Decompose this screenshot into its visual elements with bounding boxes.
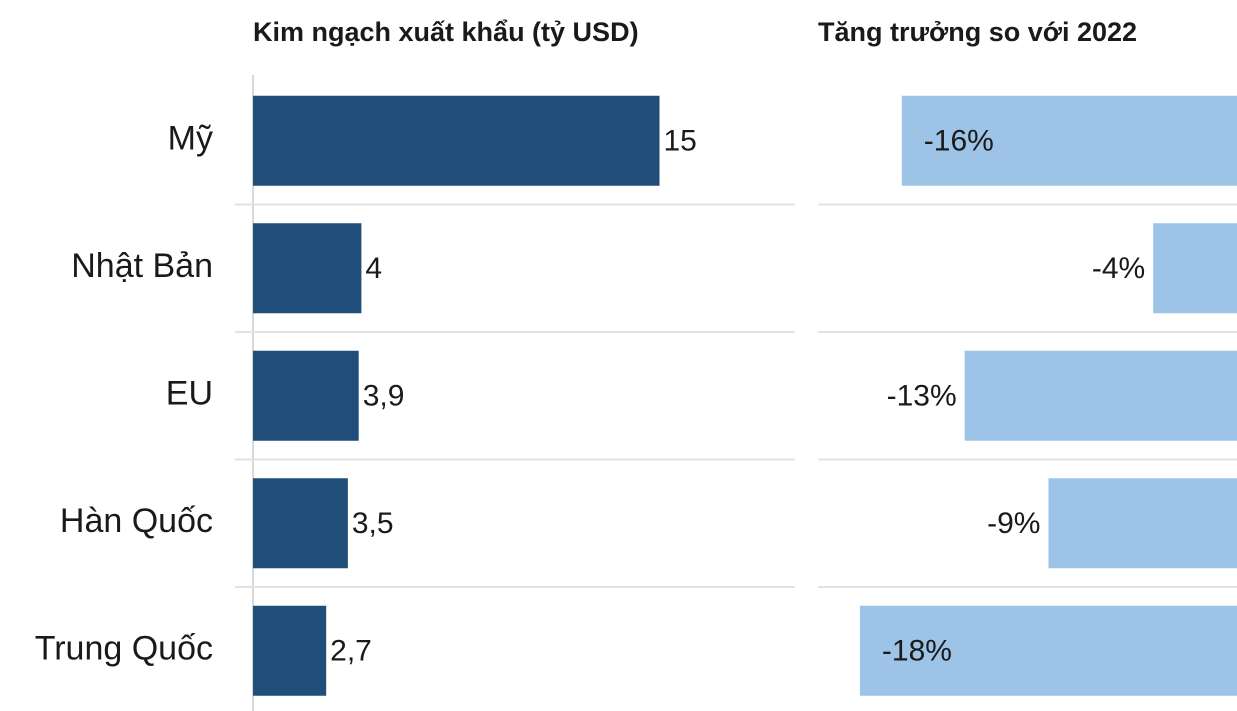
bar xyxy=(1048,478,1237,569)
value-label: 2,7 xyxy=(330,635,372,668)
category-label: EU xyxy=(166,375,213,413)
category-label: Mỹ xyxy=(168,120,213,158)
value-label: -4% xyxy=(1092,252,1145,285)
value-label: 3,5 xyxy=(352,507,394,540)
category-label: Trung Quốc xyxy=(35,630,213,668)
chart-title: Kim ngạch xuất khẩu (tỷ USD) xyxy=(253,17,639,47)
value-label: -16% xyxy=(924,125,994,158)
bar xyxy=(859,605,1237,696)
bar xyxy=(253,223,362,314)
bar xyxy=(253,350,359,441)
chart-title: Tăng trưởng so với 2022 xyxy=(818,17,1137,47)
value-label: -13% xyxy=(887,380,957,413)
bar xyxy=(253,478,348,569)
bar xyxy=(253,605,327,696)
value-label: -18% xyxy=(882,635,952,668)
bar xyxy=(1153,223,1237,314)
bar xyxy=(901,95,1237,186)
value-label: 15 xyxy=(664,125,697,158)
bar xyxy=(964,350,1237,441)
bar xyxy=(253,95,660,186)
value-label: 3,9 xyxy=(363,380,405,413)
category-label: Hàn Quốc xyxy=(60,502,213,540)
value-label: 4 xyxy=(365,252,382,285)
value-label: -9% xyxy=(987,507,1040,540)
category-label: Nhật Bản xyxy=(71,247,213,285)
